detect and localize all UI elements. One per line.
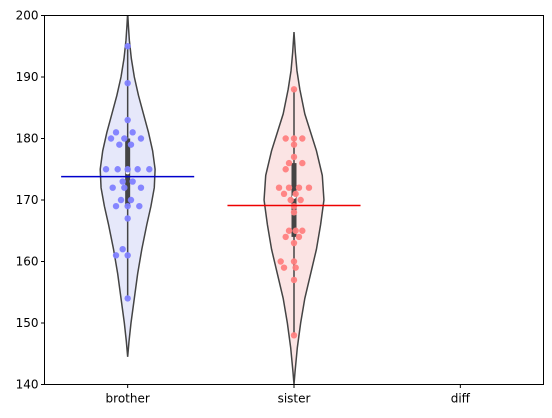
data-point-brother [146, 166, 153, 173]
mean-lines-layer [61, 175, 361, 207]
data-point-brother [102, 166, 110, 173]
data-point-brother [112, 202, 120, 210]
data-point-brother [137, 135, 145, 142]
data-point-brother [119, 246, 126, 253]
points-layer [102, 43, 313, 339]
data-point-sister [299, 135, 306, 142]
iqr-box-sister [291, 163, 297, 237]
data-point-sister [282, 233, 289, 241]
data-point-sister [290, 276, 298, 284]
data-point-sister [290, 153, 298, 161]
data-point-brother [124, 202, 131, 210]
data-point-brother [109, 184, 116, 191]
data-point-brother [124, 166, 131, 173]
data-point-sister [290, 209, 298, 216]
data-point-sister [282, 135, 289, 142]
data-point-brother [124, 79, 131, 87]
x-axis: brother sister diff [106, 384, 471, 406]
y-tick-label: 150 [16, 316, 39, 330]
data-point-brother [119, 178, 126, 185]
data-point-brother [127, 196, 135, 204]
data-point-brother [124, 116, 131, 124]
data-point-sister [277, 258, 284, 265]
data-point-sister [292, 190, 299, 198]
data-point-brother [127, 141, 135, 148]
y-tick-label: 170 [16, 193, 39, 207]
data-point-sister [287, 196, 294, 204]
data-point-sister [292, 264, 299, 271]
data-point-brother [137, 184, 145, 191]
data-point-sister [290, 135, 298, 142]
y-tick-label: 180 [16, 132, 39, 146]
data-point-sister [285, 159, 293, 167]
data-point-sister [280, 190, 288, 198]
data-point-brother [117, 196, 125, 204]
data-point-sister [290, 332, 298, 339]
data-point-sister [290, 86, 298, 93]
data-point-sister [285, 184, 293, 191]
y-axis: 140 150 160 170 180 190 200 [16, 9, 45, 392]
data-point-brother [129, 129, 136, 136]
data-point-sister [299, 227, 306, 234]
data-point-sister [290, 141, 298, 148]
data-point-brother [124, 43, 131, 50]
data-point-brother [114, 166, 121, 173]
x-tick-label-diff: diff [451, 392, 471, 406]
y-tick-label: 200 [16, 9, 39, 23]
x-tick-label-sister: sister [278, 392, 311, 406]
y-tick-label: 160 [16, 255, 39, 269]
data-point-brother [124, 215, 131, 222]
data-point-sister [295, 233, 303, 241]
data-point-sister [275, 184, 283, 191]
data-point-sister [285, 227, 293, 234]
data-point-brother [112, 252, 120, 259]
data-point-sister [280, 264, 288, 271]
data-point-sister [299, 159, 306, 167]
data-point-brother [116, 141, 123, 148]
y-tick-label: 140 [16, 378, 39, 392]
data-point-brother [124, 295, 131, 302]
data-point-brother [124, 252, 131, 259]
data-point-sister [282, 166, 289, 173]
data-point-sister [295, 184, 303, 191]
data-point-sister [290, 239, 298, 247]
data-point-sister [292, 227, 299, 234]
data-point-brother [136, 202, 143, 210]
data-point-brother [134, 166, 141, 173]
data-point-sister [297, 196, 304, 204]
y-tick-label: 190 [16, 70, 39, 84]
x-tick-label-brother: brother [106, 392, 150, 406]
data-point-sister [290, 258, 298, 265]
data-point-sister [305, 184, 313, 191]
data-point-brother [121, 184, 128, 191]
data-point-brother [112, 129, 120, 136]
data-point-brother [107, 135, 115, 142]
data-point-brother [129, 178, 136, 185]
data-point-brother [121, 135, 128, 142]
